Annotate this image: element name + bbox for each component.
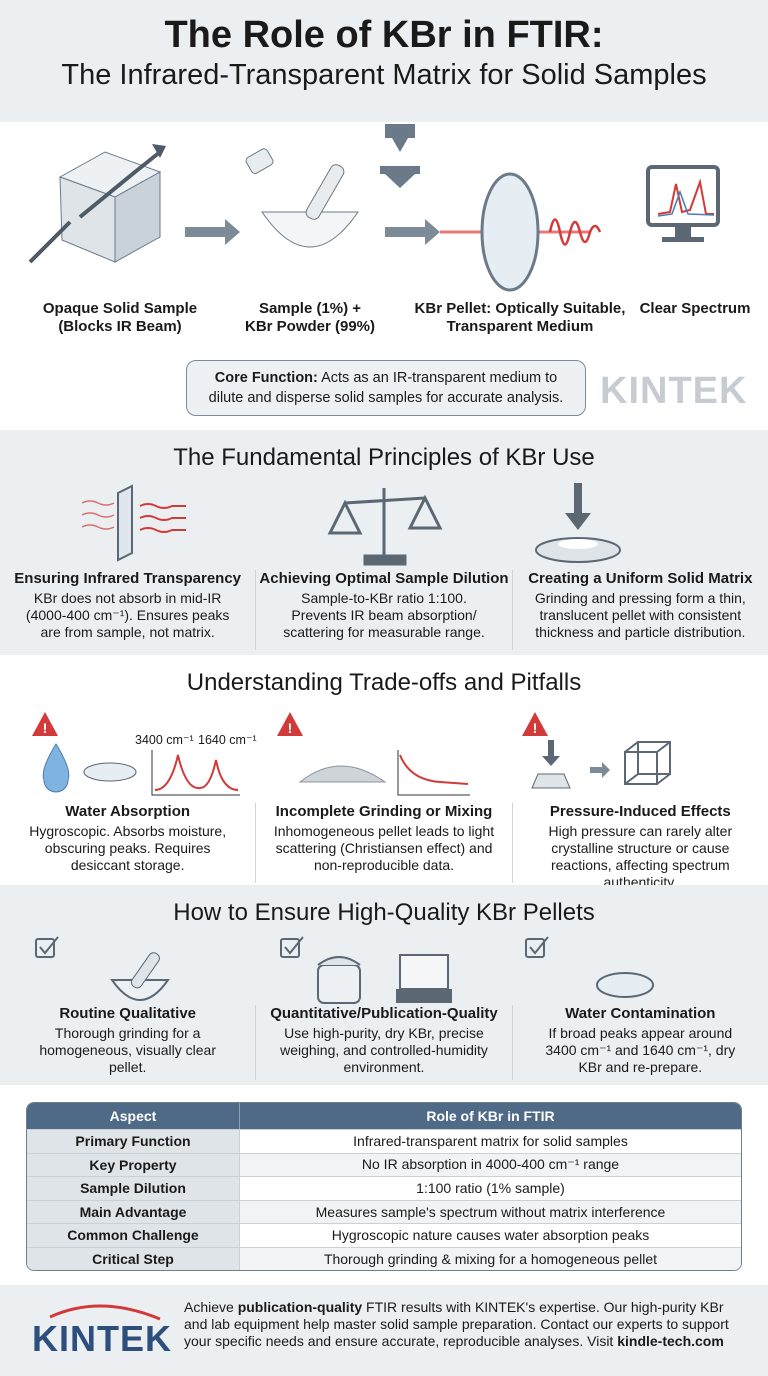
pitfall-pressure: Pressure-Induced Effects High pressure ca… — [511, 803, 768, 890]
quality-quantitative: Quantitative/Publication-Quality Use high… — [255, 1005, 511, 1080]
process-section: Opaque Solid Sample (Blocks IR Beam) Samp… — [0, 122, 768, 430]
section-title: How to Ensure High-Quality KBr Pellets — [173, 899, 595, 926]
pitfalls-section: Understanding Trade-offs and Pitfalls ! … — [0, 655, 768, 890]
table-row: Critical Step Thorough grinding & mixing … — [27, 1246, 741, 1270]
role-cell: 1:100 ratio (1% sample) — [240, 1176, 741, 1200]
website-link[interactable]: kindle-tech.com — [617, 1333, 724, 1349]
aspect-cell: Main Advantage — [27, 1199, 240, 1223]
section-title: Understanding Trade-offs and Pitfalls — [186, 669, 582, 696]
svg-text:KINTEK: KINTEK — [32, 1318, 172, 1359]
section-title: The Fundamental Principles of KBr Use — [173, 444, 595, 471]
arrow-icon — [385, 219, 440, 245]
press-icon — [380, 124, 420, 188]
table-row: Key Property No IR absorption in 4000-400… — [27, 1152, 741, 1176]
pellet-press-icon — [535, 483, 621, 563]
crystal-lattice-icon — [624, 741, 671, 785]
process-illustration — [28, 124, 720, 292]
step-label-3: KBr Pellet: Optically Suitable, Transpare… — [414, 300, 626, 335]
powder-pile-icon — [298, 765, 387, 783]
warning-icon: ! — [32, 712, 58, 736]
footer-text: Achieve publication-quality FTIR results… — [184, 1299, 729, 1349]
summary-table-section: Aspect Role of KBr in FTIR Primary Functi… — [0, 1102, 768, 1271]
kbr-pellet-icon — [480, 172, 540, 292]
principle-transparency: Ensuring Infrared Transparency KBr does n… — [14, 570, 242, 640]
checkbox-icon — [35, 936, 59, 958]
principles-section: The Fundamental Principles of KBr Use En… — [0, 430, 768, 655]
page-title: The Role of KBr in FTIR: — [164, 14, 604, 56]
role-cell: Thorough grinding & mixing for a homogen… — [240, 1246, 741, 1270]
quality-water: Water Contamination If broad peaks appear… — [511, 1005, 768, 1080]
peak-label-1640: 1640 cm⁻¹ — [198, 733, 257, 747]
arrow-icon — [185, 219, 240, 245]
aspect-cell: Common Challenge — [27, 1223, 240, 1247]
table-row: Common Challenge Hygroscopic nature cause… — [27, 1223, 741, 1247]
role-cell: No IR absorption in 4000-400 cm⁻¹ range — [240, 1152, 741, 1176]
footer: KINTEK Achieve publication-quality FTIR … — [0, 1285, 768, 1376]
principle-matrix: Creating a Uniform Solid Matrix Grinding … — [511, 570, 768, 650]
summary-table: Aspect Role of KBr in FTIR Primary Functi… — [26, 1102, 742, 1271]
page-subtitle: The Infrared-Transparent Matrix for Soli… — [61, 59, 707, 91]
ir-transparency-icon — [81, 484, 186, 562]
table-header: Role of KBr in FTIR — [240, 1103, 741, 1129]
svg-text:!: ! — [288, 720, 293, 736]
balance-scale-icon — [327, 488, 443, 566]
pitfall-water: Water Absorption Hygroscopic. Absorbs moi… — [29, 803, 227, 873]
step-label-4: Clear Spectrum — [639, 300, 751, 317]
quality-section: How to Ensure High-Quality KBr Pellets R… — [0, 885, 768, 1085]
solid-cube-icon — [58, 151, 162, 263]
mortar-pestle-icon — [110, 952, 170, 1001]
svg-text:!: ! — [533, 720, 538, 736]
desiccator-icon — [317, 956, 361, 1004]
ir-beam-arrows-icon — [28, 150, 162, 264]
aspect-cell: Critical Step — [27, 1246, 240, 1270]
kintek-watermark: KINTEK — [600, 370, 748, 412]
table-row: Main Advantage Measures sample's spectrum… — [27, 1199, 741, 1223]
scattering-chart-icon — [397, 750, 470, 796]
aspect-cell: Sample Dilution — [27, 1176, 240, 1200]
arrow-icon — [590, 762, 610, 778]
svg-text:!: ! — [43, 720, 48, 736]
mortar-pestle-icon — [245, 148, 359, 248]
monitor-spectrum-icon — [646, 165, 720, 242]
role-cell: Infrared-transparent matrix for solid sa… — [240, 1129, 741, 1153]
header: The Role of KBr in FTIR: The Infrared-Tr… — [0, 0, 768, 122]
warning-icon: ! — [277, 712, 303, 736]
peak-label-3400: 3400 cm⁻¹ — [135, 733, 194, 747]
analytical-balance-icon — [396, 954, 452, 1003]
core-function-callout: Core Function: Acts as an IR-transparent… — [186, 360, 586, 416]
table-row: Sample Dilution 1:100 ratio (1% sample) — [27, 1176, 741, 1200]
role-cell: Hygroscopic nature causes water absorpti… — [240, 1223, 741, 1247]
pellet-icon — [83, 762, 137, 782]
step-label-1: Opaque Solid Sample (Blocks IR Beam) — [42, 300, 198, 335]
principle-dilution: Achieving Optimal Sample Dilution Sample-… — [255, 570, 511, 650]
aspect-cell: Primary Function — [27, 1129, 240, 1153]
pellet-icon — [596, 972, 654, 998]
step-label-2: Sample (1%) + KBr Powder (99%) — [244, 300, 376, 335]
water-drop-icon — [42, 743, 70, 793]
table-row: Primary Function Infrared-transparent mat… — [27, 1129, 741, 1153]
warning-icon: ! — [522, 712, 548, 736]
role-cell: Measures sample's spectrum without matri… — [240, 1199, 741, 1223]
aspect-cell: Key Property — [27, 1152, 240, 1176]
pitfall-grinding: Incomplete Grinding or Mixing Inhomogeneo… — [255, 803, 511, 883]
kintek-logo: KINTEK — [32, 1304, 172, 1359]
checkbox-icon — [280, 936, 304, 958]
checkbox-icon — [525, 936, 549, 958]
press-icon — [531, 740, 571, 789]
water-peaks-chart-icon — [151, 750, 240, 796]
quality-routine: Routine Qualitative Thorough grinding for… — [39, 1005, 216, 1075]
table-header: Aspect — [27, 1103, 240, 1129]
